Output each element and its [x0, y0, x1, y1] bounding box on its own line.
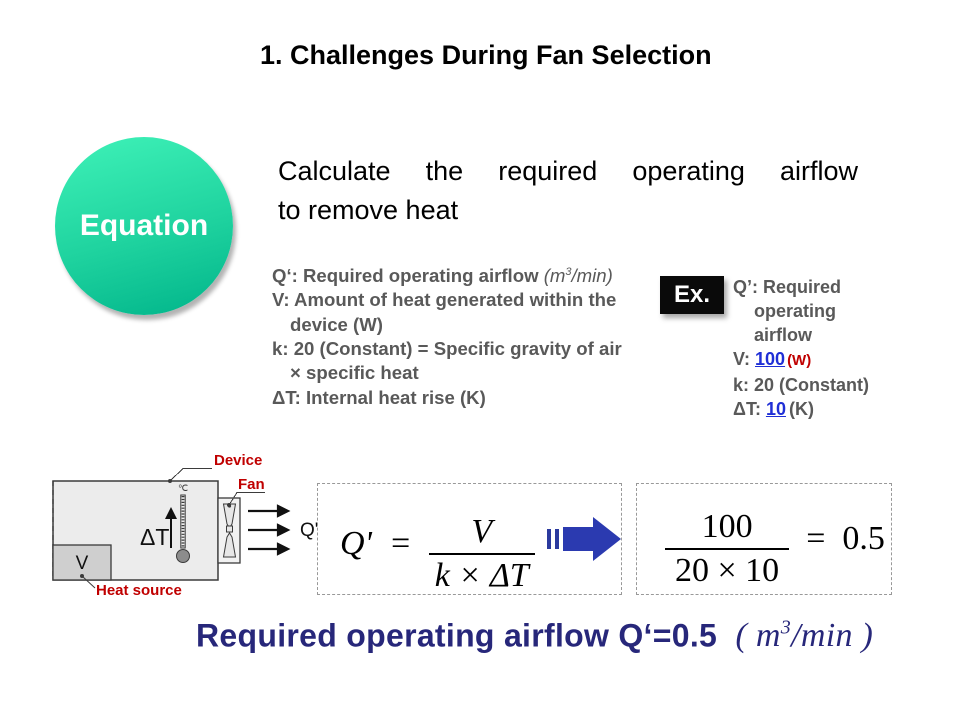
- svg-text:Fan: Fan: [238, 476, 265, 493]
- svg-text:Device: Device: [214, 452, 262, 469]
- svg-text:Heat source: Heat source: [96, 582, 182, 599]
- svg-text:℃: ℃: [178, 483, 188, 493]
- svg-text:ΔT: ΔT: [140, 524, 169, 550]
- svg-text:Q': Q': [300, 520, 318, 541]
- svg-text:V: V: [76, 553, 89, 574]
